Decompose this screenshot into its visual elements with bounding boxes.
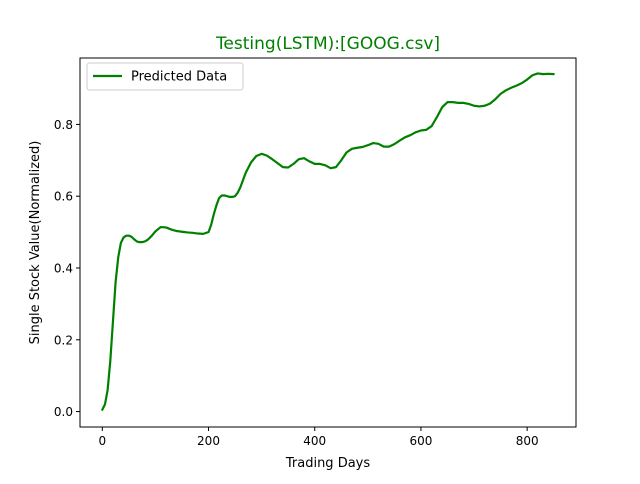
- x-axis-label: Trading Days: [285, 456, 370, 471]
- series-line-predicted-data: [101, 72, 555, 411]
- y-tick-label: 0.8: [54, 118, 73, 132]
- x-tick-label: 800: [516, 434, 539, 448]
- plot-area: [79, 57, 577, 428]
- y-tick-label: 0.6: [54, 190, 73, 204]
- legend-label-predicted-data: Predicted Data: [131, 70, 227, 85]
- y-tick-label: 0.4: [54, 261, 73, 275]
- y-axis-label: Single Stock Value(Normalized): [28, 141, 43, 345]
- x-tick-label: 400: [303, 434, 326, 448]
- x-axis-ticks: 0 200 400 600 800: [98, 427, 539, 448]
- legend: Predicted Data: [86, 62, 244, 91]
- chart-title: Testing(LSTM):[GOOG.csv]: [215, 34, 440, 54]
- axes-frame: [79, 57, 577, 428]
- x-tick-label: 0: [98, 434, 106, 448]
- y-tick-label: 0.0: [54, 405, 73, 419]
- x-tick-label: 600: [409, 434, 432, 448]
- y-axis-ticks: 0.0 0.2 0.4 0.6 0.8: [54, 118, 80, 419]
- y-tick-label: 0.2: [54, 333, 73, 347]
- x-tick-label: 200: [197, 434, 220, 448]
- legend-box: [86, 62, 244, 91]
- axes-background: [80, 58, 576, 427]
